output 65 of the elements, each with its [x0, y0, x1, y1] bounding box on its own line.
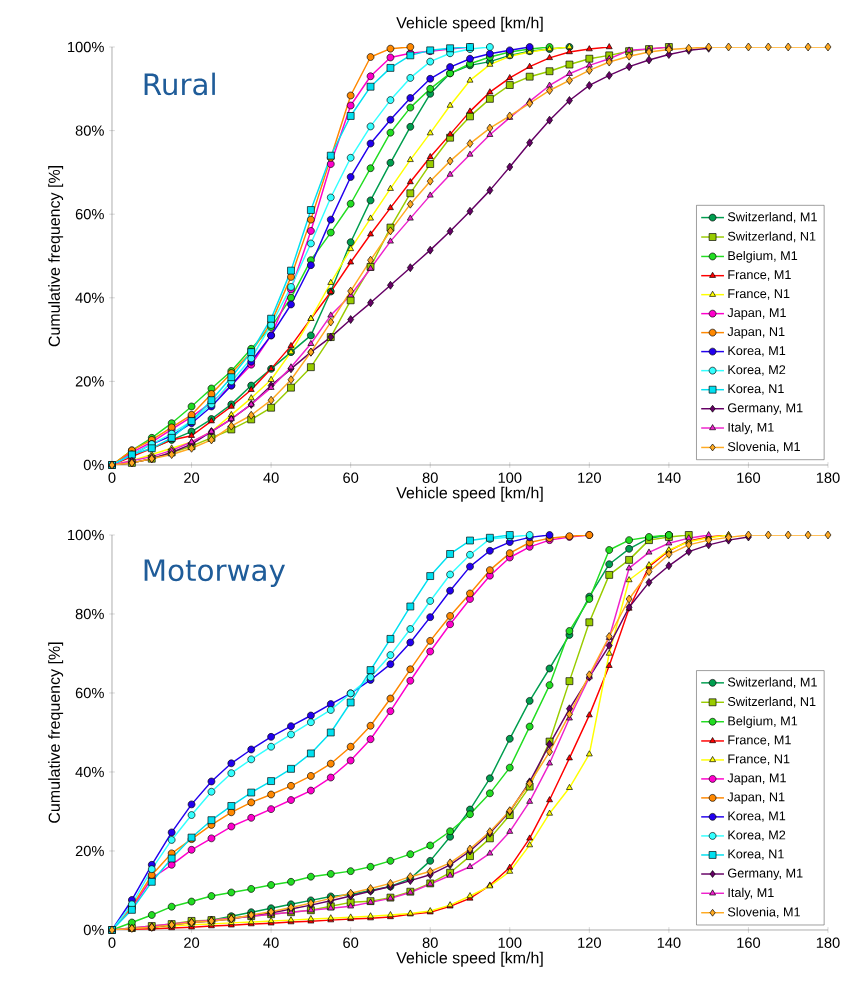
chart-title: Vehicle speed [km/h] — [396, 16, 543, 32]
x-tick-label: 40 — [263, 472, 279, 483]
y-axis-title: Cumulative frequency [%] — [48, 166, 64, 347]
x-tick-label: 100 — [498, 472, 522, 483]
x-axis-title: Vehicle speed [km/h] — [396, 951, 543, 967]
y-tick-label: 60% — [75, 687, 104, 699]
y-tick-label: 20% — [75, 376, 104, 387]
legend-label: Switzerland, M1 — [727, 677, 817, 689]
legend-label: Korea, N1 — [728, 849, 784, 860]
x-tick-label: 180 — [816, 937, 840, 948]
legend-label: Switzerland, N1 — [727, 696, 816, 708]
y-tick-label: 100% — [68, 41, 104, 53]
x-tick-label: 20 — [184, 472, 200, 483]
legend-label: France, N1 — [728, 289, 790, 300]
y-axis-title: Cumulative frequency [%] — [48, 642, 64, 823]
legend-label: Korea, M1 — [728, 811, 786, 822]
x-tick-label: 160 — [737, 472, 761, 483]
y-tick-label: 80% — [75, 608, 104, 620]
x-tick-label: 0 — [108, 937, 116, 948]
x-tick-label: 140 — [657, 472, 681, 483]
legend-label: Korea, M1 — [728, 346, 786, 357]
legend-label: Germany, M1 — [727, 403, 803, 415]
legend-label: Belgium, M1 — [728, 716, 798, 728]
x-tick-label: 120 — [578, 472, 601, 483]
legend-label: Germany, M1 — [727, 868, 803, 881]
legend-label: Japan, N1 — [727, 792, 785, 804]
legend-label: Slovenia, M1 — [727, 441, 800, 453]
x-tick-label: 180 — [816, 472, 840, 483]
x-tick-label: 20 — [184, 937, 200, 948]
legend-label: France, N1 — [728, 754, 790, 765]
legend-label: Slovenia, M1 — [727, 907, 800, 918]
legend-label: Belgium, M1 — [728, 250, 798, 263]
y-tick-label: 40% — [75, 766, 104, 778]
legend-label: Korea, M2 — [728, 365, 786, 376]
x-tick-label: 0 — [108, 472, 116, 483]
legend-label: Japan, M1 — [727, 308, 786, 320]
annotation: Motorway — [144, 559, 286, 587]
y-tick-label: 20% — [75, 845, 104, 857]
y-tick-label: 40% — [75, 292, 104, 303]
legend-label: France, M1 — [728, 735, 791, 746]
y-tick-label: 0% — [83, 924, 104, 936]
legend-label: Italy, M1 — [728, 887, 774, 900]
x-tick-label: 160 — [737, 937, 761, 948]
legend-label: Korea, M2 — [728, 830, 786, 841]
x-tick-label: 80 — [422, 937, 438, 948]
x-tick-label: 80 — [422, 472, 438, 483]
y-tick-label: 80% — [75, 125, 104, 136]
legend-label: Japan, M1 — [727, 773, 786, 785]
legend-label: Switzerland, M1 — [727, 211, 817, 223]
legend-label: Korea, N1 — [728, 384, 784, 395]
y-tick-label: 0% — [83, 459, 104, 471]
x-axis-title: Vehicle speed [km/h] — [396, 486, 543, 502]
x-tick-label: 140 — [657, 937, 681, 948]
annotation: Rural — [144, 72, 215, 96]
legend-label: France, M1 — [728, 270, 791, 281]
legend-label: Italy, M1 — [728, 422, 774, 435]
legend-label: Japan, N1 — [727, 327, 785, 339]
x-tick-label: 60 — [343, 472, 359, 483]
x-tick-label: 40 — [263, 937, 279, 948]
y-tick-label: 100% — [68, 529, 104, 541]
legend-label: Switzerland, N1 — [727, 231, 816, 243]
x-tick-label: 100 — [498, 937, 522, 948]
x-tick-label: 120 — [578, 937, 601, 948]
x-tick-label: 60 — [343, 937, 359, 948]
y-tick-label: 60% — [75, 209, 104, 220]
